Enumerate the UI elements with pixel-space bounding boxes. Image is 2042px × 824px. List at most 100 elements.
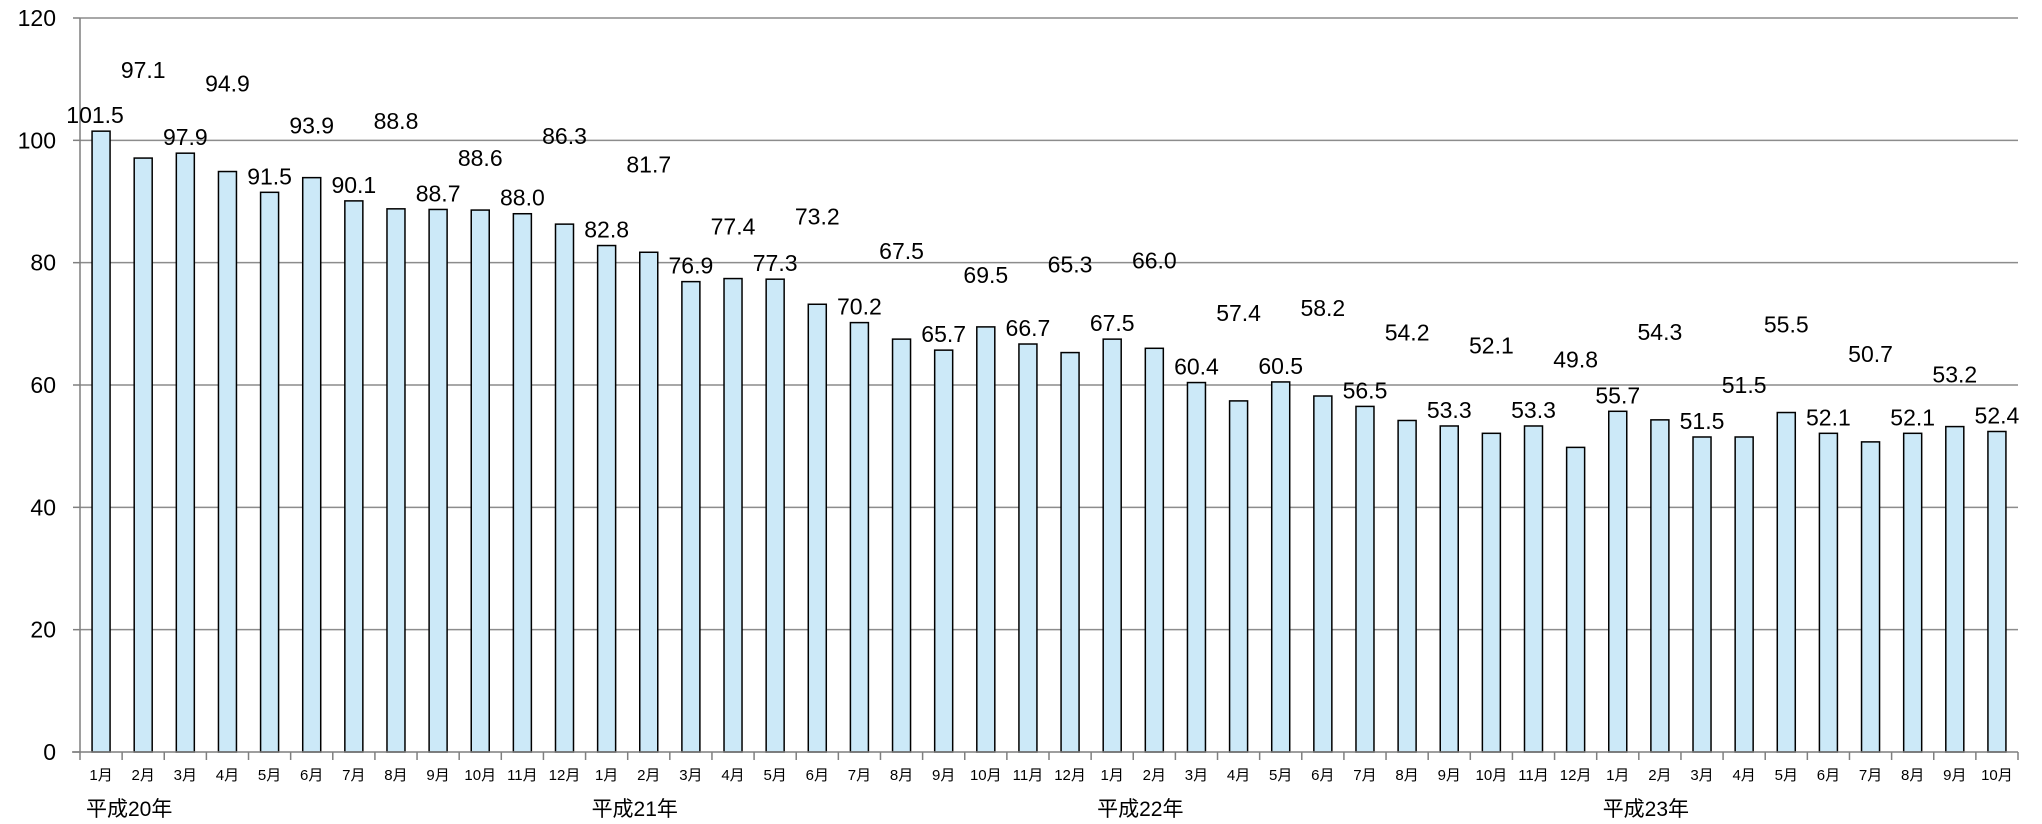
x-tick-label: 4月 (1732, 767, 1755, 784)
data-label: 52.1 (1890, 404, 1935, 430)
bar (1313, 395, 1333, 753)
data-label: 70.2 (837, 294, 882, 320)
data-label: 53.3 (1427, 397, 1472, 423)
year-group-label: 平成22年 (1097, 798, 1183, 821)
bar (217, 170, 238, 753)
axes (72, 17, 2019, 760)
x-tick-label: 10月 (464, 767, 496, 784)
x-tick-label: 8月 (890, 767, 913, 784)
x-tick-label: 4月 (216, 767, 239, 784)
bar (1523, 425, 1544, 753)
data-label: 52.1 (1806, 404, 1851, 430)
bar (1776, 411, 1797, 753)
bar (1018, 343, 1038, 753)
bar (1355, 405, 1375, 753)
data-label: 65.7 (921, 321, 966, 347)
data-label: 77.4 (711, 214, 756, 240)
data-label: 101.5 (66, 102, 124, 128)
year-group-labels: 平成20年 平成21年 平成22年 平成23年 (86, 798, 1689, 821)
data-label: 55.7 (1595, 382, 1640, 408)
bar (1186, 381, 1207, 753)
data-label: 69.5 (963, 262, 1008, 288)
data-label: 86.3 (542, 123, 587, 149)
x-tick-label: 12月 (1560, 767, 1592, 784)
data-label: 88.7 (416, 180, 461, 206)
year-group-label: 平成23年 (1603, 798, 1689, 821)
x-tick-label: 3月 (679, 767, 702, 784)
bar (1818, 432, 1839, 753)
bar (1439, 425, 1459, 753)
data-label: 52.4 (1975, 402, 2020, 428)
data-label: 66.7 (1006, 315, 1051, 341)
y-tick-label: 0 (43, 739, 56, 765)
x-tick-label: 6月 (300, 767, 323, 784)
data-label: 90.1 (331, 172, 376, 198)
bar (596, 244, 617, 753)
data-label: 88.8 (374, 108, 419, 134)
data-label: 67.5 (879, 238, 924, 264)
data-label: 91.5 (247, 163, 292, 189)
bar (1397, 419, 1417, 753)
bar (259, 191, 280, 753)
bars (91, 130, 2007, 753)
x-tick-label: 3月 (1185, 767, 1208, 784)
data-label: 51.5 (1722, 372, 1767, 398)
x-tick-label: 8月 (1395, 767, 1418, 784)
data-label: 88.6 (458, 145, 503, 171)
bar (891, 338, 912, 753)
x-tick-label: 2月 (132, 767, 155, 784)
x-tick-label: 1月 (595, 767, 618, 784)
data-label: 77.3 (753, 250, 798, 276)
x-tick-label: 6月 (806, 767, 829, 784)
year-group-label: 平成20年 (86, 798, 172, 821)
bar (1102, 338, 1122, 753)
bar (681, 280, 701, 753)
bar (1565, 446, 1586, 753)
data-label: 88.0 (500, 185, 545, 211)
bar (1270, 381, 1291, 753)
data-label: 94.9 (205, 71, 250, 97)
x-tick-label: 4月 (1227, 767, 1250, 784)
data-label: 60.5 (1258, 353, 1303, 379)
bar (976, 326, 996, 753)
data-labels: 101.5 97.1 97.9 94.9 91.5 93.9 90.1 88.8 88.7 88.… (66, 57, 2019, 434)
bar (512, 212, 533, 753)
x-tick-label: 11月 (1013, 767, 1044, 784)
bar (344, 200, 364, 753)
bar (1228, 400, 1249, 753)
bar (1734, 436, 1754, 753)
x-tick-label: 12月 (1054, 767, 1086, 784)
x-tick-labels: 1月 2月 3月 4月 5月 6月 7月 8月 9月 10月 11月 12月 1月 2月 3月 4月 5月 6月 7… (89, 767, 2012, 784)
bar (1987, 430, 2007, 753)
x-tick-label: 11月 (1518, 767, 1549, 784)
data-label: 55.5 (1764, 312, 1809, 338)
bar (1902, 432, 1923, 753)
bar (765, 278, 785, 753)
data-label: 52.1 (1469, 332, 1514, 358)
x-tick-label: 5月 (258, 767, 281, 784)
bar (554, 223, 575, 753)
data-label: 53.2 (1932, 362, 1977, 388)
data-label: 49.8 (1553, 346, 1598, 372)
x-tick-label: 10月 (1981, 767, 2013, 784)
x-tick-label: 4月 (721, 767, 744, 784)
y-tick-label: 40 (30, 494, 56, 520)
x-tick-label: 11月 (507, 767, 538, 784)
data-label: 51.5 (1680, 408, 1725, 434)
data-label: 82.8 (584, 217, 629, 243)
data-label: 57.4 (1216, 300, 1261, 326)
x-tick-label: 9月 (426, 767, 449, 784)
bar (470, 209, 490, 753)
x-tick-label: 8月 (1901, 767, 1924, 784)
y-tick-label: 80 (30, 250, 56, 276)
x-tick-label: 2月 (1648, 767, 1671, 784)
bar (1481, 432, 1502, 753)
x-tick-label: 2月 (1143, 767, 1166, 784)
bar (639, 251, 659, 753)
bar (933, 349, 954, 753)
data-label: 50.7 (1848, 341, 1893, 367)
x-tick-label: 7月 (342, 767, 365, 784)
data-label: 97.9 (163, 124, 208, 150)
x-tick-label: 9月 (1943, 767, 1966, 784)
